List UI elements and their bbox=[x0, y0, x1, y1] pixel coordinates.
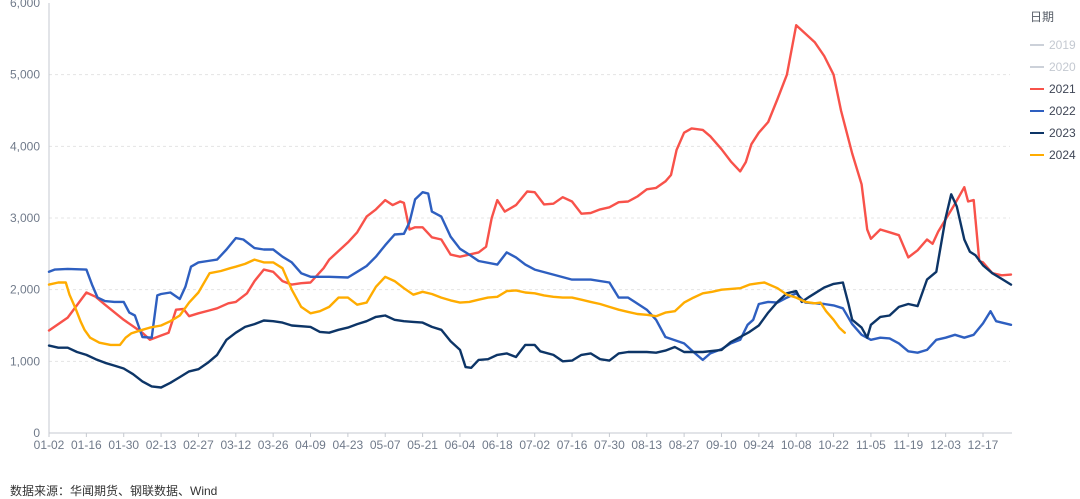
x-axis-label-03-26: 03-26 bbox=[258, 438, 289, 452]
y-axis-label-1000: 1,000 bbox=[10, 354, 40, 368]
x-axis-label-05-07: 05-07 bbox=[370, 438, 401, 452]
line-chart-canvas: 0 1,000 2,000 3,000 4,000 5,000 6,000 01-02 01-1… bbox=[10, 0, 1013, 452]
x-axis-label-11-05: 11-05 bbox=[856, 438, 886, 452]
x-axis-label-01-16: 01-16 bbox=[71, 438, 102, 452]
legend-item-label: 2021 bbox=[1049, 82, 1076, 96]
legend-item-label: 2020 bbox=[1049, 60, 1076, 74]
x-axis-label-12-17: 12-17 bbox=[968, 438, 999, 452]
x-axis-label-05-21: 05-21 bbox=[407, 438, 438, 452]
x-axis-label-04-23: 04-23 bbox=[333, 438, 364, 452]
legend-dash-icon bbox=[1030, 44, 1044, 46]
x-axis-label-08-27: 08-27 bbox=[669, 438, 700, 452]
legend-item-2020[interactable]: 2020 bbox=[1030, 56, 1078, 78]
x-axis-label-04-09: 04-09 bbox=[295, 438, 326, 452]
data-source-note: 数据来源：华闻期货、钢联数据、Wind bbox=[10, 484, 218, 498]
x-axis-label-12-03: 12-03 bbox=[930, 438, 961, 452]
legend-item-label: 2023 bbox=[1049, 126, 1076, 140]
x-axis-label-11-19: 11-19 bbox=[893, 438, 923, 452]
x-axis-label-06-18: 06-18 bbox=[482, 438, 513, 452]
legend-item-2022[interactable]: 2022 bbox=[1030, 100, 1078, 122]
legend-item-2019[interactable]: 2019 bbox=[1030, 34, 1078, 56]
series-line-2024 bbox=[47, 258, 846, 347]
legend-dash-icon bbox=[1030, 88, 1044, 90]
y-axis-label-4000: 4,000 bbox=[10, 139, 40, 153]
x-axis-label-01-30: 01-30 bbox=[108, 438, 139, 452]
y-axis-label-0: 0 bbox=[33, 426, 40, 440]
chart-legend: 日期 2019 2020 2021 2022 2023 2024 bbox=[1030, 8, 1078, 166]
x-axis-label-02-13: 02-13 bbox=[146, 438, 177, 452]
x-axis-label-07-02: 07-02 bbox=[519, 438, 550, 452]
series-line-2023 bbox=[47, 193, 1013, 389]
x-axis-label-10-22: 10-22 bbox=[818, 438, 849, 452]
y-axis-label-2000: 2,000 bbox=[10, 283, 40, 297]
x-axis-label-03-12: 03-12 bbox=[220, 438, 251, 452]
series-line-2022 bbox=[47, 190, 1013, 362]
legend-dash-icon bbox=[1030, 154, 1044, 156]
legend-item-label: 2019 bbox=[1049, 38, 1076, 52]
x-axis-label-08-13: 08-13 bbox=[631, 438, 662, 452]
legend-title: 日期 bbox=[1030, 10, 1055, 24]
x-axis-label-02-27: 02-27 bbox=[183, 438, 214, 452]
x-axis-label-07-30: 07-30 bbox=[594, 438, 625, 452]
legend-dash-icon bbox=[1030, 110, 1044, 112]
y-axis-label-5000: 5,000 bbox=[10, 68, 40, 82]
series-line-2021 bbox=[47, 24, 1013, 341]
x-axis-label-10-08: 10-08 bbox=[781, 438, 812, 452]
y-axis-label-3000: 3,000 bbox=[10, 211, 40, 225]
legend-item-label: 2022 bbox=[1049, 104, 1076, 118]
legend-item-2023[interactable]: 2023 bbox=[1030, 122, 1078, 144]
legend-item-label: 2024 bbox=[1049, 148, 1076, 162]
legend-item-2021[interactable]: 2021 bbox=[1030, 78, 1078, 100]
x-axis-label-09-24: 09-24 bbox=[743, 438, 774, 452]
y-axis-label-6000: 6,000 bbox=[10, 0, 40, 10]
x-axis-label-06-04: 06-04 bbox=[445, 438, 476, 452]
legend-dash-icon bbox=[1030, 132, 1044, 134]
legend-item-2024[interactable]: 2024 bbox=[1030, 144, 1078, 166]
x-axis-label-01-02: 01-02 bbox=[34, 438, 65, 452]
x-axis-label-07-16: 07-16 bbox=[557, 438, 588, 452]
legend-dash-icon bbox=[1030, 66, 1044, 68]
x-axis-label-09-10: 09-10 bbox=[706, 438, 737, 452]
legend-item-list: 2019 2020 2021 2022 2023 2024 bbox=[1030, 34, 1078, 166]
